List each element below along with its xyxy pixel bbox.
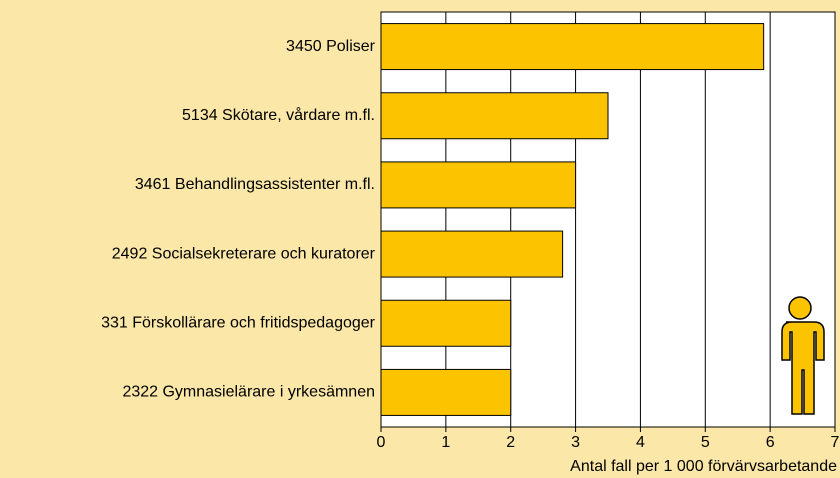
x-tick-label: 4 (636, 434, 645, 451)
y-tick-label: 2322 Gymnasielärare i yrkesämnen (122, 384, 375, 401)
x-tick-label: 1 (441, 434, 450, 451)
bar (380, 299, 512, 347)
y-tick-label: 3461 Behandlingsassistenter m.fl. (135, 176, 375, 193)
x-tick-label: 5 (701, 434, 710, 451)
x-axis-label: Antal fall per 1 000 förvärvsarbetande (570, 458, 837, 475)
bar (380, 161, 577, 209)
bar (380, 23, 765, 71)
person-icon (781, 296, 825, 415)
y-tick-label: 331 Förskollärare och fritidspedagoger (101, 314, 376, 331)
x-tick-label: 2 (506, 434, 515, 451)
bar (380, 92, 609, 140)
plot-area (380, 11, 836, 428)
y-tick-label: 2492 Socialsekreterare och kuratorer (112, 245, 376, 262)
x-tick-label: 6 (766, 434, 775, 451)
y-tick-label: 5134 Skötare, vårdare m.fl. (182, 106, 375, 124)
y-tick-label: 3450 Poliser (286, 38, 376, 55)
x-tick-label: 3 (571, 434, 580, 451)
x-tick-label: 0 (377, 434, 386, 451)
bar (380, 230, 564, 278)
x-tick-label: 7 (831, 434, 840, 451)
bar (380, 368, 512, 416)
